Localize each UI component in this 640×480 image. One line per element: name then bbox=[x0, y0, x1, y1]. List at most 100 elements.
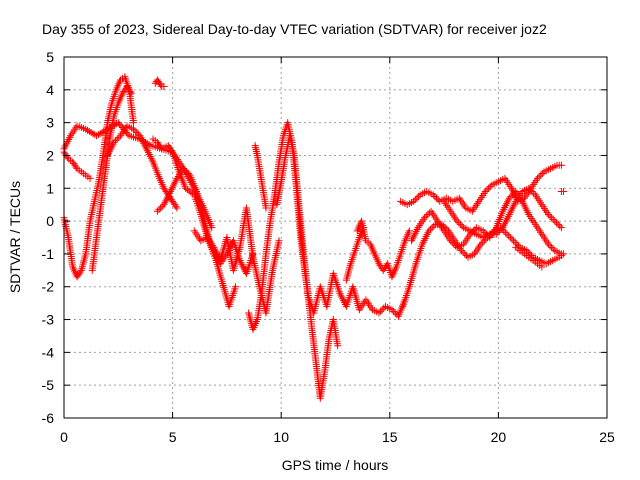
data-point bbox=[506, 234, 514, 241]
data-point bbox=[76, 268, 84, 276]
data-point bbox=[528, 188, 536, 196]
data-point bbox=[459, 248, 467, 256]
data-point bbox=[377, 307, 385, 315]
data-point bbox=[492, 230, 500, 238]
data-point bbox=[179, 165, 187, 173]
data-point bbox=[411, 196, 419, 204]
data-point bbox=[405, 227, 413, 235]
data-point bbox=[429, 191, 437, 199]
data-point bbox=[525, 184, 533, 192]
data-point bbox=[533, 174, 541, 182]
data-point bbox=[85, 127, 93, 135]
data-point bbox=[82, 125, 90, 133]
data-point bbox=[524, 248, 532, 256]
x-tick-label: 0 bbox=[60, 429, 68, 445]
data-point bbox=[551, 217, 559, 225]
data-point bbox=[530, 189, 538, 197]
data-point bbox=[422, 212, 430, 220]
x-tick-label: 20 bbox=[491, 429, 507, 445]
data-point bbox=[262, 204, 270, 212]
data-point bbox=[557, 224, 565, 232]
data-point bbox=[509, 191, 517, 199]
data-point bbox=[481, 188, 489, 196]
data-point bbox=[115, 133, 123, 141]
y-tick-label: 2 bbox=[46, 147, 54, 163]
chart-title: Day 355 of 2023, Sidereal Day-to-day VTE… bbox=[42, 21, 547, 37]
data-point bbox=[507, 192, 515, 200]
data-point bbox=[546, 242, 554, 250]
y-tick-label: -2 bbox=[42, 279, 55, 295]
data-point bbox=[535, 173, 543, 181]
data-point bbox=[431, 192, 439, 200]
data-point bbox=[275, 237, 283, 245]
data-point bbox=[158, 202, 166, 210]
data-point bbox=[360, 224, 368, 232]
data-point bbox=[93, 132, 101, 140]
data-point bbox=[86, 174, 94, 182]
data-point bbox=[479, 238, 487, 246]
data-point bbox=[505, 232, 513, 240]
data-point bbox=[181, 166, 189, 174]
data-point bbox=[157, 204, 165, 212]
data-point bbox=[126, 87, 134, 95]
y-tick-label: -5 bbox=[42, 377, 55, 393]
data-point bbox=[430, 222, 438, 230]
y-tick-label: 1 bbox=[46, 180, 54, 196]
data-point bbox=[501, 229, 509, 237]
data-point bbox=[157, 81, 165, 89]
data-point bbox=[415, 192, 423, 200]
data-point bbox=[557, 250, 565, 258]
data-point bbox=[410, 197, 418, 205]
data-point bbox=[380, 304, 388, 312]
data-point bbox=[549, 245, 557, 253]
data-point bbox=[494, 229, 502, 237]
data-point bbox=[450, 240, 458, 248]
data-point bbox=[453, 217, 461, 225]
data-point bbox=[155, 206, 163, 214]
data-point bbox=[172, 202, 180, 210]
y-tick-label: -6 bbox=[42, 410, 55, 426]
data-point bbox=[461, 250, 469, 258]
data-point bbox=[134, 130, 142, 138]
data-point bbox=[544, 240, 552, 248]
data-point bbox=[556, 222, 564, 230]
data-point bbox=[544, 211, 552, 219]
data-point bbox=[153, 207, 161, 215]
data-point bbox=[553, 219, 561, 227]
data-point bbox=[477, 240, 485, 248]
data-point bbox=[87, 128, 95, 136]
data-point bbox=[94, 131, 102, 139]
data-point bbox=[447, 237, 455, 245]
data-point bbox=[538, 263, 546, 271]
data-point bbox=[508, 235, 516, 243]
data-point bbox=[548, 214, 556, 222]
data-point bbox=[133, 128, 141, 136]
data-point bbox=[112, 137, 120, 145]
plot-frame bbox=[63, 56, 608, 419]
data-point bbox=[113, 135, 121, 143]
data-point bbox=[130, 119, 138, 127]
data-point bbox=[428, 224, 436, 232]
data-point bbox=[462, 252, 470, 260]
data-point bbox=[526, 186, 534, 194]
data-point bbox=[421, 214, 429, 222]
y-tick-label: -3 bbox=[42, 312, 55, 328]
x-tick-label: 25 bbox=[599, 429, 615, 445]
data-point bbox=[513, 240, 521, 248]
data-point bbox=[63, 153, 71, 161]
x-tick-label: 15 bbox=[382, 429, 398, 445]
data-point bbox=[546, 212, 554, 220]
data-point bbox=[511, 238, 519, 246]
data-point bbox=[131, 127, 139, 135]
data-point bbox=[427, 225, 435, 233]
data-point bbox=[548, 243, 556, 251]
data-point bbox=[503, 230, 511, 238]
data-point bbox=[432, 194, 440, 202]
data-point bbox=[127, 89, 135, 97]
data-point bbox=[110, 138, 118, 146]
data-point bbox=[448, 238, 456, 246]
data-point bbox=[173, 204, 181, 212]
data-point bbox=[89, 130, 97, 138]
data-point bbox=[456, 220, 464, 228]
data-point bbox=[486, 183, 494, 191]
